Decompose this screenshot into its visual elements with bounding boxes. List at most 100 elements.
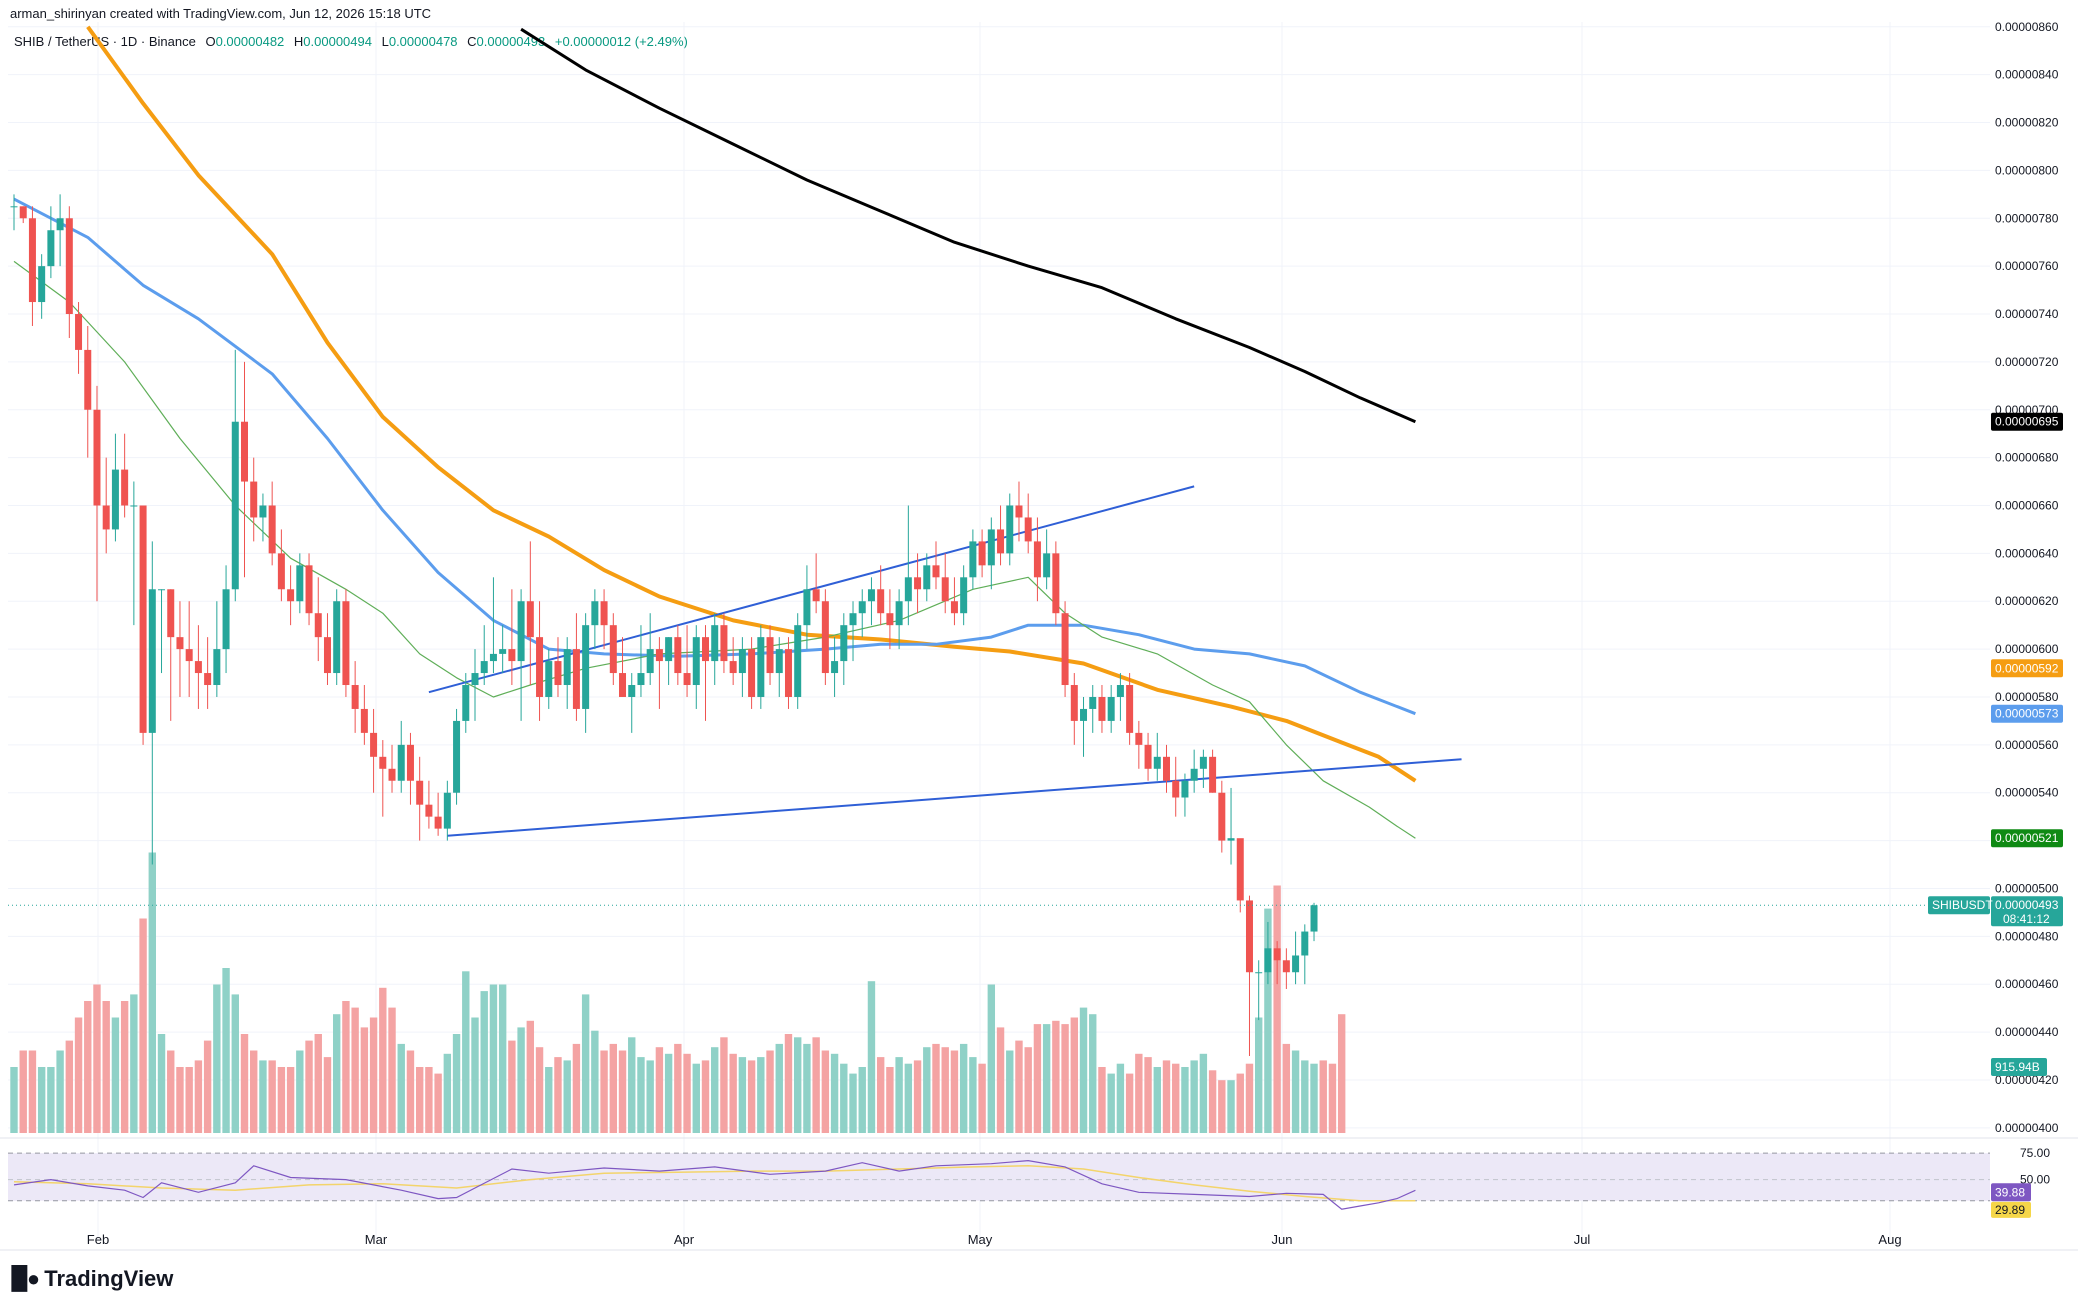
candle-body (932, 565, 940, 578)
candle-body (831, 661, 839, 674)
candle-body (867, 589, 875, 602)
tradingview-logo[interactable]: ▉● TradingView (12, 1266, 173, 1292)
volume-bar (757, 1057, 765, 1133)
volume-bar (314, 1034, 322, 1133)
volume-bar (628, 1037, 636, 1133)
ma-value-badge-bg (1991, 829, 2063, 848)
volume-bar (1033, 1024, 1042, 1133)
candle-body (877, 589, 885, 614)
symbol-title[interactable]: SHIB / TetherUS · 1D · Binance (14, 34, 196, 49)
candle-body (480, 661, 488, 674)
candle-body (333, 601, 341, 674)
price-axis-label: 0.00000640 (1995, 546, 2059, 560)
volume-bar (157, 1034, 166, 1133)
candle-body (950, 601, 958, 614)
candle-body (176, 637, 184, 650)
candle-body (619, 673, 627, 697)
candle-body (775, 649, 783, 674)
candle-body (19, 206, 27, 219)
price-axis-label: 0.00000460 (1995, 977, 2059, 991)
volume-bar (139, 918, 147, 1133)
volume-bar (996, 1027, 1005, 1133)
volume-bar (923, 1047, 931, 1133)
ma-value-badge-bg (1991, 412, 2063, 431)
candle-body (526, 601, 534, 638)
tradingview-logo-icon: ▉● (12, 1266, 40, 1291)
volume-bar (305, 1040, 313, 1133)
volume-bar (535, 1047, 544, 1133)
candle-body (1310, 905, 1318, 932)
candle-body (139, 505, 147, 733)
volume-bar (1245, 1063, 1254, 1133)
volume-bar (10, 1067, 18, 1133)
volume-bar (268, 1060, 276, 1133)
candle-body (997, 529, 1005, 554)
candle-body (554, 661, 562, 686)
symbol-legend: SHIB / TetherUS · 1D · Binance O0.000004… (14, 34, 688, 49)
volume-bar (1153, 1067, 1161, 1133)
volume-bar (517, 1027, 525, 1133)
candle-body (978, 541, 986, 566)
price-axis-label: 0.00000500 (1995, 881, 2059, 895)
ma-value-badge: 0.00000592 (1995, 661, 2059, 675)
volume-bar (369, 1017, 378, 1133)
volume-bar (65, 1040, 74, 1133)
volume-bar (203, 1040, 212, 1133)
candle-body (1163, 756, 1170, 781)
candle-body (840, 625, 848, 662)
volume-bar (1024, 1047, 1032, 1133)
candle-body (241, 421, 248, 482)
candle-body (655, 649, 663, 662)
candle-body (803, 589, 811, 626)
candle-body (1227, 838, 1235, 841)
volume-bar (1255, 1017, 1263, 1133)
volume-bar (277, 1067, 286, 1133)
volume-bar (1070, 1017, 1078, 1133)
candle-body (499, 649, 507, 654)
volume-bar (452, 1034, 461, 1133)
volume-bar (342, 1001, 350, 1133)
volume-bar (1079, 1007, 1088, 1133)
rsi-axis-label: 75.00 (2020, 1146, 2050, 1160)
candle-body (1126, 685, 1134, 733)
rsi-value-badge-bg (1991, 1183, 2031, 1202)
volume-bar (296, 1050, 304, 1133)
candle-body (1015, 505, 1023, 518)
volume-bar (932, 1043, 940, 1133)
volume-bar (803, 1043, 811, 1133)
volume-bar (1052, 1020, 1060, 1133)
volume-bar (1061, 1024, 1069, 1133)
sma-200-line (520, 27, 1416, 424)
last-price-badge-bg (1991, 896, 2063, 927)
volume-bar (959, 1043, 968, 1133)
candle-body (1245, 900, 1253, 973)
volume-bar (148, 852, 156, 1133)
volume-bar (240, 1034, 249, 1133)
candle-body (766, 637, 774, 674)
candle-body (960, 577, 968, 614)
candle-body (268, 505, 276, 554)
volume-bar (554, 1057, 562, 1133)
volume-bar (987, 984, 996, 1133)
candle-body (462, 685, 470, 721)
candle-body (757, 637, 765, 697)
volume-bar (1273, 885, 1281, 1133)
candle-body (194, 661, 202, 674)
candle-body (75, 314, 83, 350)
volume-bar (28, 1050, 37, 1133)
volume-bar (1089, 1014, 1097, 1133)
candle-body (388, 768, 396, 781)
volume-bar (250, 1050, 258, 1133)
volume-bar (572, 1043, 581, 1133)
volume-bar (56, 1050, 64, 1133)
candle-body (858, 601, 866, 614)
volume-bar (480, 991, 488, 1133)
volume-bar (406, 1050, 415, 1133)
rsi-ma-line (13, 1165, 1416, 1202)
time-axis-label: Mar (365, 1232, 388, 1247)
volume-bar (1301, 1060, 1309, 1133)
volume-bar (1319, 1060, 1327, 1133)
price-axis-label: 0.00000720 (1995, 355, 2059, 369)
volume-bar (231, 994, 239, 1133)
